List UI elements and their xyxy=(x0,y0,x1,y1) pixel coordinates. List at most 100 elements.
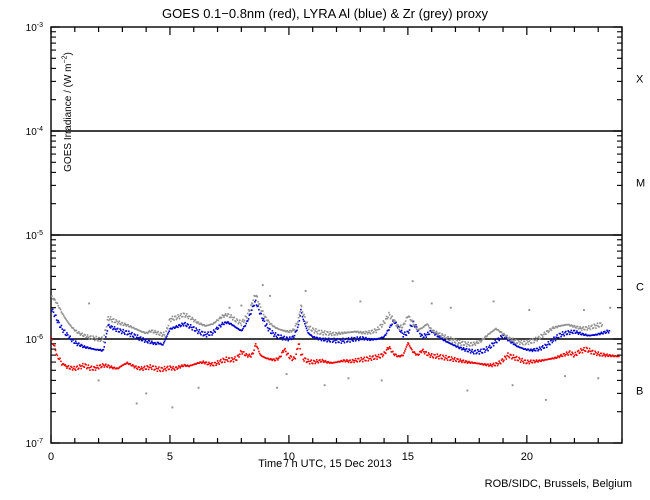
data-point xyxy=(197,332,199,335)
data-point xyxy=(354,357,357,360)
data-point xyxy=(466,343,469,346)
data-point xyxy=(190,318,193,321)
data-point xyxy=(485,335,488,338)
data-point xyxy=(119,328,121,330)
data-point xyxy=(488,364,491,367)
data-point xyxy=(206,332,209,335)
data-point xyxy=(580,329,583,332)
data-point xyxy=(492,342,494,345)
data-point xyxy=(371,355,374,358)
data-point xyxy=(595,351,597,354)
data-point xyxy=(288,331,290,334)
data-point xyxy=(189,326,191,328)
data-point xyxy=(51,310,53,312)
data-point xyxy=(299,311,301,313)
data-point xyxy=(349,341,351,343)
data-point xyxy=(366,333,369,335)
data-point xyxy=(534,349,537,352)
data-point xyxy=(375,331,378,334)
data-point xyxy=(504,356,507,358)
data-point xyxy=(269,357,272,360)
data-point xyxy=(434,353,436,356)
data-point xyxy=(427,331,429,334)
data-point xyxy=(92,335,94,337)
data-point xyxy=(171,367,174,370)
data-point xyxy=(322,337,324,340)
data-point xyxy=(254,299,257,302)
data-point xyxy=(584,350,587,353)
data-point xyxy=(596,352,599,355)
data-point xyxy=(430,353,433,355)
data-point xyxy=(545,344,547,347)
data-point xyxy=(292,337,295,339)
data-point xyxy=(240,324,243,327)
data-point xyxy=(307,358,309,361)
data-point xyxy=(403,352,405,354)
data-point xyxy=(248,314,251,317)
data-point xyxy=(358,357,360,360)
data-point xyxy=(251,303,254,305)
data-point xyxy=(327,334,330,336)
data-point xyxy=(457,343,459,346)
data-point xyxy=(331,338,333,340)
data-point xyxy=(88,338,90,340)
data-point xyxy=(328,333,331,335)
outlier-point xyxy=(285,373,288,376)
data-point xyxy=(230,322,232,325)
data-point xyxy=(567,354,569,356)
data-point xyxy=(216,360,219,362)
data-point xyxy=(81,332,83,335)
data-point xyxy=(422,337,424,340)
data-point xyxy=(323,339,326,342)
data-point xyxy=(61,363,64,365)
data-point xyxy=(177,326,179,329)
data-point xyxy=(539,347,542,350)
data-point xyxy=(128,332,131,335)
data-point xyxy=(354,340,357,342)
data-point xyxy=(537,336,539,339)
data-point xyxy=(173,319,175,321)
data-point xyxy=(253,304,255,307)
data-point xyxy=(196,329,198,331)
data-point xyxy=(400,324,402,326)
data-point xyxy=(217,361,220,364)
data-point xyxy=(291,359,293,362)
data-point xyxy=(63,316,66,319)
data-point xyxy=(87,364,90,366)
data-point xyxy=(454,359,457,362)
data-point xyxy=(612,0,614,2)
data-point xyxy=(290,338,293,341)
outlier-point xyxy=(564,375,566,378)
data-point xyxy=(603,352,605,355)
data-point xyxy=(604,0,606,2)
data-point xyxy=(438,357,440,360)
data-point xyxy=(587,327,589,330)
y-tick-label: 10-5 xyxy=(26,230,43,242)
data-point xyxy=(235,318,238,320)
data-point xyxy=(322,334,324,336)
data-point xyxy=(205,335,208,338)
data-point xyxy=(300,305,303,308)
data-point xyxy=(514,359,516,361)
data-point xyxy=(315,328,317,330)
data-point xyxy=(231,319,234,321)
data-point xyxy=(603,330,606,333)
data-point xyxy=(455,338,458,341)
data-point xyxy=(53,297,56,300)
data-point xyxy=(182,365,185,368)
data-point xyxy=(337,332,339,335)
data-point xyxy=(389,317,392,320)
data-point xyxy=(244,354,247,357)
data-point xyxy=(518,358,521,360)
data-point xyxy=(166,327,169,330)
data-point xyxy=(144,332,147,335)
data-point xyxy=(465,342,467,345)
data-point xyxy=(345,360,347,362)
data-point xyxy=(80,367,83,370)
data-point xyxy=(319,332,322,335)
data-point xyxy=(384,334,387,336)
data-point xyxy=(332,340,335,342)
data-point xyxy=(237,354,240,356)
data-point xyxy=(101,336,103,338)
data-point xyxy=(146,340,148,343)
